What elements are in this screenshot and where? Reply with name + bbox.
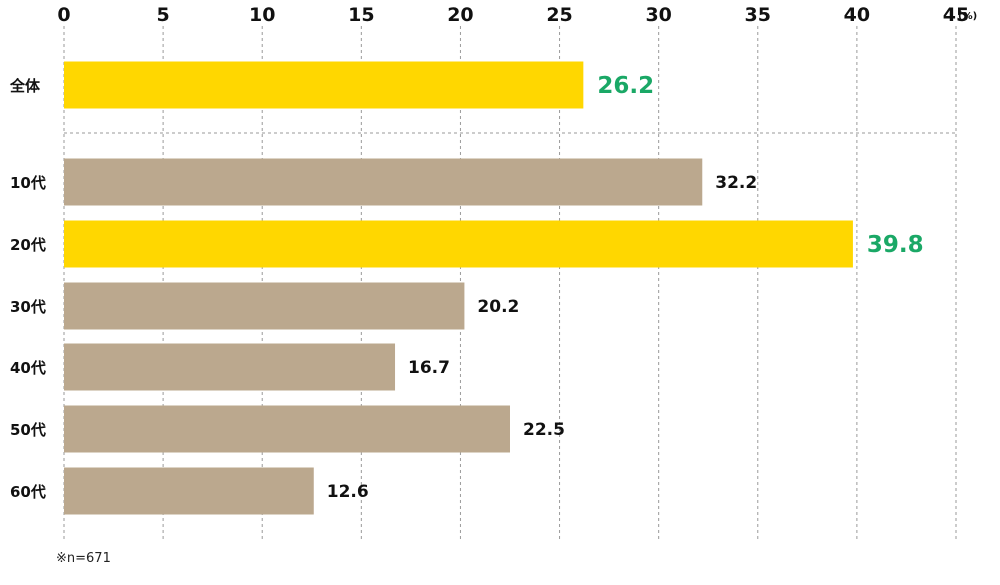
category-label: 40代: [10, 359, 46, 377]
x-axis-ticks: 0 5 10 15 20 25 30 35 40 45: [57, 4, 969, 26]
x-tick-label: 40: [844, 4, 870, 26]
bar-30代: [64, 282, 465, 330]
x-tick-label: 25: [546, 4, 572, 26]
bar-60代: [64, 467, 314, 515]
category-labels: 全体 10代 20代 30代 40代 50代 60代: [9, 77, 46, 501]
x-tick-label: 15: [348, 4, 374, 26]
value-label: 12.6: [327, 482, 369, 502]
value-label: 26.2: [597, 73, 654, 99]
bar-40代: [64, 343, 396, 391]
x-axis-unit-label: (%): [958, 11, 977, 22]
bar-20代: [64, 220, 853, 268]
x-tick-label: 0: [57, 4, 70, 26]
category-label: 20代: [10, 236, 46, 254]
value-labels: 26.2 32.2 39.8 20.2 16.7 22.5 12.6: [327, 73, 924, 502]
x-tick-label: 10: [249, 4, 275, 26]
category-label: 50代: [10, 421, 46, 439]
x-tick-label: 20: [447, 4, 473, 26]
x-tick-label: 30: [645, 4, 671, 26]
x-tick-label: 45: [943, 4, 969, 26]
x-tick-label: 5: [156, 4, 169, 26]
bar-50代: [64, 405, 510, 453]
bars: [64, 61, 853, 515]
value-label: 16.7: [408, 358, 450, 378]
gridlines: [63, 26, 957, 540]
value-label: 22.5: [523, 420, 565, 440]
x-tick-label: 35: [745, 4, 771, 26]
sample-size-note: ※n=671: [56, 551, 111, 566]
bar-10代: [64, 158, 703, 206]
bar-全体: [64, 61, 584, 109]
category-label: 全体: [9, 77, 41, 95]
category-label: 30代: [10, 298, 46, 316]
category-label: 10代: [10, 174, 46, 192]
category-label: 60代: [10, 483, 46, 501]
value-label: 32.2: [715, 173, 757, 193]
value-label: 20.2: [477, 297, 519, 317]
value-label: 39.8: [867, 232, 924, 258]
